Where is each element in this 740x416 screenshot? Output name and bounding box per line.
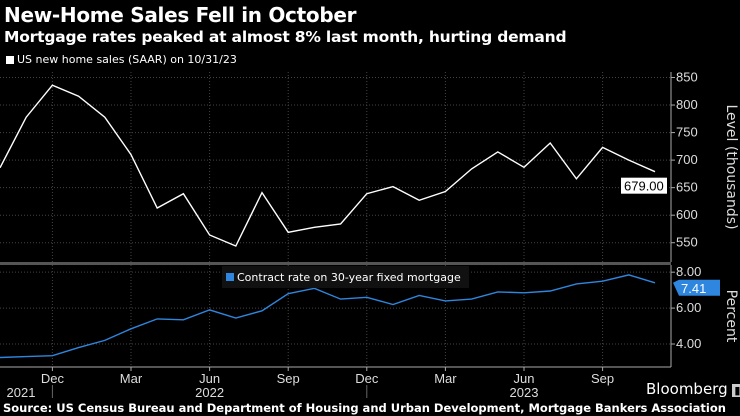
- y-tick-label: 650: [676, 180, 698, 195]
- chart-subtitle: Mortgage rates peaked at almost 8% last …: [4, 28, 567, 46]
- x-year-label: 2022: [195, 385, 224, 400]
- last-value-label: 7.41: [681, 281, 706, 296]
- bloomberg-logo: Bloomberg ▮: [646, 380, 740, 398]
- source-note: Source: US Census Bureau and Department …: [3, 401, 726, 415]
- last-value-badge: [673, 279, 720, 296]
- terminal-icon: ▮: [732, 384, 740, 397]
- x-year-label: 2021: [7, 385, 36, 400]
- series-line: [0, 274, 656, 359]
- logo-text: Bloomberg: [646, 380, 728, 398]
- y-axis-title: Percent: [723, 290, 739, 343]
- x-tick-label: Dec: [41, 371, 65, 386]
- x-tick-label: Sep: [591, 371, 614, 386]
- x-year-label: 2023: [510, 385, 539, 400]
- y-tick-label: 8.00: [676, 264, 701, 279]
- x-tick-label: Dec: [355, 371, 379, 386]
- series-line: [0, 84, 656, 247]
- legend-swatch-white: [6, 55, 14, 64]
- x-tick-label: Mar: [120, 371, 143, 386]
- y-tick-label: 600: [676, 207, 698, 222]
- last-value-label: 679.00: [624, 179, 664, 194]
- legend-home-sales: US new home sales (SAAR) on 10/31/23: [6, 53, 237, 66]
- x-tick-label: Mar: [434, 371, 457, 386]
- x-tick-label: Sep: [277, 371, 300, 386]
- y-tick-label: 700: [676, 152, 698, 167]
- legend-label: Contract rate on 30-year fixed mortgage: [237, 270, 461, 284]
- panel-separator: [0, 262, 671, 265]
- y-axis-title: Level (thousands): [723, 104, 739, 229]
- x-tick-label: Jun: [199, 371, 220, 386]
- legend-mortgage-rate: Contract rate on 30-year fixed mortgage: [222, 266, 469, 288]
- y-tick-label: 6.00: [676, 300, 701, 315]
- chart-title: New-Home Sales Fell in October: [4, 3, 357, 27]
- legend-label: US new home sales (SAAR) on 10/31/23: [17, 53, 237, 66]
- legend-swatch-blue: [226, 273, 234, 281]
- y-tick-label: 850: [676, 70, 698, 85]
- x-tick-label: Jun: [514, 371, 535, 386]
- y-tick-label: 4.00: [676, 336, 701, 351]
- y-tick-label: 800: [676, 97, 698, 112]
- y-tick-label: 550: [676, 235, 698, 250]
- y-tick-label: 750: [676, 125, 698, 140]
- last-value-badge: [621, 177, 667, 194]
